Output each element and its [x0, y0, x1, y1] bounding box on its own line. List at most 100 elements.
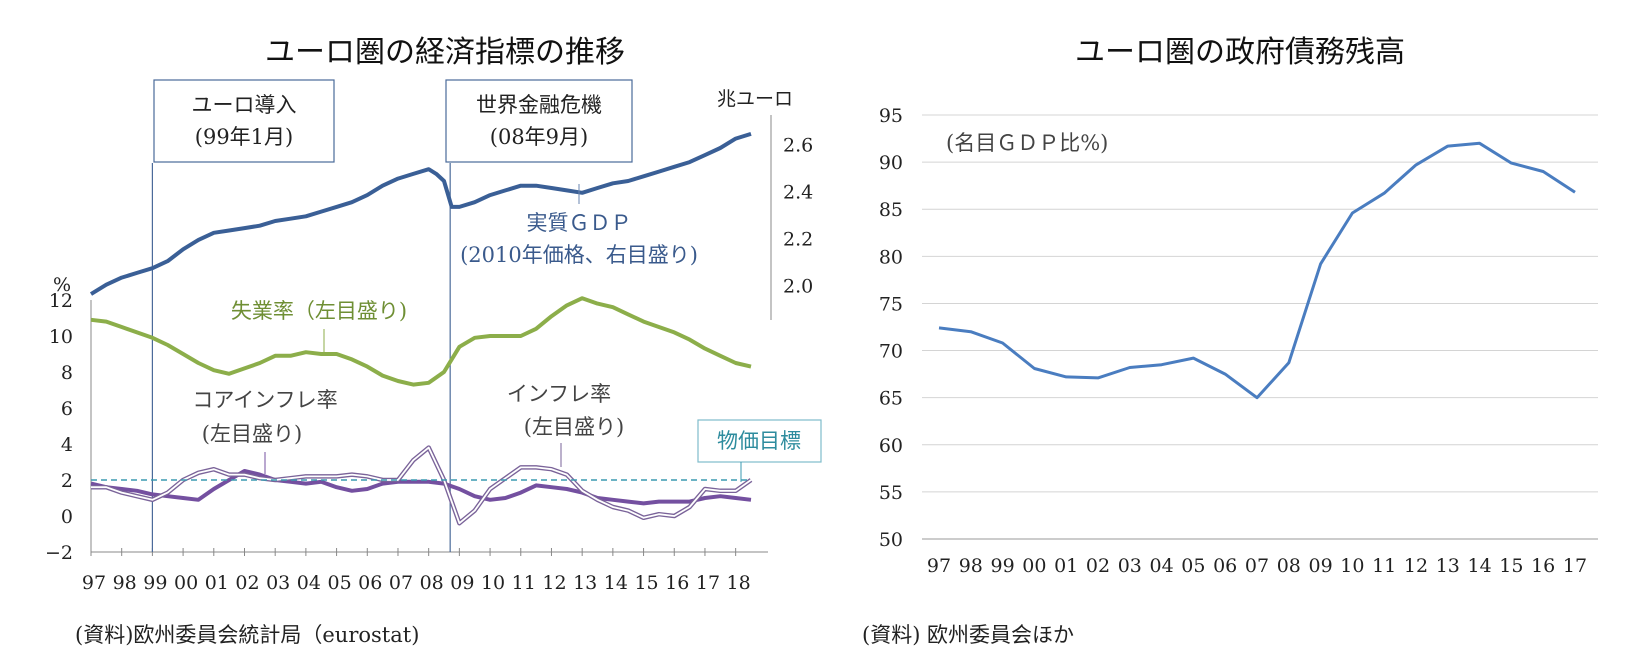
- event-label-line2: (99年1月): [195, 125, 293, 149]
- right-chart-x-tick-label: 01: [1054, 555, 1078, 577]
- left-x-tick-label: 13: [573, 572, 597, 594]
- gdp-annotation-line2: (2010年価格、右目盛り): [460, 243, 698, 267]
- right-chart-x-tick-label: 05: [1181, 555, 1205, 577]
- left-y-tick-label: −2: [45, 542, 73, 564]
- right-chart-x-tick-label: 02: [1086, 555, 1110, 577]
- right-chart-x-tick-label: 06: [1213, 555, 1237, 577]
- infl-annotation-line2: (左目盛り): [524, 415, 624, 439]
- series-line-debt: [938, 141, 1576, 400]
- left-x-tick-label: 14: [604, 572, 628, 594]
- left-x-tick-label: 15: [634, 572, 658, 594]
- left-x-tick-labels: 97 98 99 00 01 02 03 04 05 06 07 08 09 10 11 12 13 14 15 16…: [82, 548, 751, 594]
- right-y-tick-label: 2.2: [783, 229, 813, 251]
- left-y-tick-label: 2: [61, 470, 73, 492]
- left-x-tick-label: 10: [481, 572, 505, 594]
- right-chart-x-tick-label: 04: [1150, 555, 1174, 577]
- left-y-tick-label: 10: [49, 326, 73, 348]
- right-y-tick-labels: 2.0 2.2 2.4 2.6: [783, 134, 813, 297]
- right-y-tick-label: 2.0: [783, 276, 813, 298]
- left-x-tick-label: 03: [266, 572, 290, 594]
- left-x-tick-label: 06: [358, 572, 382, 594]
- event-label-line1: ユーロ導入: [192, 93, 297, 117]
- left-source: (資料)欧州委員会統計局（eurostat): [75, 623, 419, 647]
- right-chart-x-tick-labels: 97 98 99 00 01 02 03 04 05 06 07 08 09 10 11 12 13 14 15 16…: [927, 555, 1587, 577]
- left-y-tick-label: 6: [61, 398, 73, 420]
- right-chart: ユーロ圏の政府債務残高 50 55 60 65 70 75 80 85 90 95 97 98 99 0…: [862, 35, 1598, 647]
- right-chart-x-tick-label: 97: [927, 555, 951, 577]
- left-y-tick-label: 0: [61, 506, 73, 528]
- left-y-tick-labels: −2 0 2 4 6 8 10 12: [45, 290, 73, 564]
- right-chart-y-tick-labels: 50 55 60 65 70 75 80 85 90 95: [879, 105, 903, 551]
- event-label-line2: (08年9月): [490, 125, 588, 149]
- left-x-tick-label: 01: [205, 572, 229, 594]
- right-chart-y-tick-label: 50: [879, 529, 903, 551]
- left-x-tick-label: 97: [82, 572, 106, 594]
- target-annotation: 物価目標: [717, 429, 801, 453]
- left-x-tick-label: 18: [727, 572, 751, 594]
- left-x-tick-label: 98: [113, 572, 137, 594]
- right-chart-y-tick-label: 95: [879, 105, 903, 127]
- left-series-group: [89, 131, 753, 526]
- left-x-tick-label: 99: [143, 572, 167, 594]
- unemp-annotation: 失業率（左目盛り): [231, 299, 407, 323]
- left-x-tick-label: 00: [174, 572, 198, 594]
- series-line-core-inflation: [90, 469, 752, 506]
- right-chart-x-tick-label: 09: [1309, 555, 1333, 577]
- right-chart-x-tick-label: 99: [991, 555, 1015, 577]
- left-y-tick-label: 8: [61, 362, 73, 384]
- right-chart-x-tick-label: 03: [1118, 555, 1142, 577]
- infl-annotation-line1: インフレ率: [507, 382, 611, 406]
- right-chart-annotation: (名目ＧＤＰ比%): [946, 131, 1108, 155]
- left-x-tick-label: 08: [420, 572, 444, 594]
- left-chart-title: ユーロ圏の経済指標の推移: [265, 35, 625, 70]
- series-line-unemployment: [90, 296, 752, 387]
- target-annotation-box: [697, 419, 822, 463]
- left-y-tick-label: 4: [61, 434, 73, 456]
- right-chart-x-tick-label: 08: [1277, 555, 1301, 577]
- right-chart-y-tick-label: 85: [879, 199, 903, 221]
- right-chart-x-tick-label: 12: [1404, 555, 1428, 577]
- right-chart-x-tick-label: 00: [1022, 555, 1046, 577]
- right-chart-x-tick-label: 17: [1563, 555, 1587, 577]
- left-x-tick-label: 09: [450, 572, 474, 594]
- right-chart-y-tick-label: 55: [879, 482, 903, 504]
- right-chart-x-tick-label: 16: [1531, 555, 1555, 577]
- right-chart-x-tick-label: 13: [1436, 555, 1460, 577]
- right-y-tick-label: 2.6: [783, 134, 813, 156]
- right-chart-x-tick-label: 14: [1468, 555, 1492, 577]
- right-chart-y-tick-label: 75: [879, 293, 903, 315]
- left-y-tick-label: 12: [49, 290, 73, 312]
- left-x-tick-label: 07: [389, 572, 413, 594]
- right-chart-y-tick-label: 70: [879, 341, 903, 363]
- right-chart-x-tick-label: 15: [1499, 555, 1523, 577]
- gdp-annotation-line1: 実質ＧＤＰ: [527, 211, 632, 235]
- event-label-line1: 世界金融危機: [476, 93, 602, 117]
- left-x-tick-label: 05: [327, 572, 351, 594]
- series-line-gdp: [89, 131, 752, 296]
- right-chart-x-tick-label: 11: [1372, 555, 1396, 577]
- right-y-tick-label: 2.4: [783, 181, 813, 203]
- left-x-tick-label: 16: [665, 572, 689, 594]
- right-chart-x-tick-label: 10: [1340, 555, 1364, 577]
- right-chart-y-tick-label: 60: [879, 435, 903, 457]
- right-source: (資料) 欧州委員会ほか: [862, 623, 1074, 647]
- right-chart-title: ユーロ圏の政府債務残高: [1075, 35, 1405, 70]
- left-x-tick-label: 02: [235, 572, 259, 594]
- right-chart-y-tick-label: 90: [879, 152, 903, 174]
- series-line-inflation-inner: [91, 446, 752, 525]
- left-x-tick-label: 04: [297, 572, 321, 594]
- left-x-tick-label: 12: [542, 572, 566, 594]
- left-x-tick-label: 17: [696, 572, 720, 594]
- right-chart-y-tick-label: 80: [879, 246, 903, 268]
- left-axis-unit: %: [53, 274, 71, 296]
- core-annotation-line1: コアインフレ率: [192, 388, 337, 412]
- event-box: [153, 79, 335, 163]
- right-series-group: [938, 141, 1576, 400]
- right-chart-x-tick-label: 98: [959, 555, 983, 577]
- right-chart-x-tick-label: 07: [1245, 555, 1269, 577]
- left-x-tick-label: 11: [512, 572, 536, 594]
- core-annotation-line2: (左目盛り): [202, 422, 302, 446]
- right-axis-unit: 兆ユーロ: [717, 88, 793, 110]
